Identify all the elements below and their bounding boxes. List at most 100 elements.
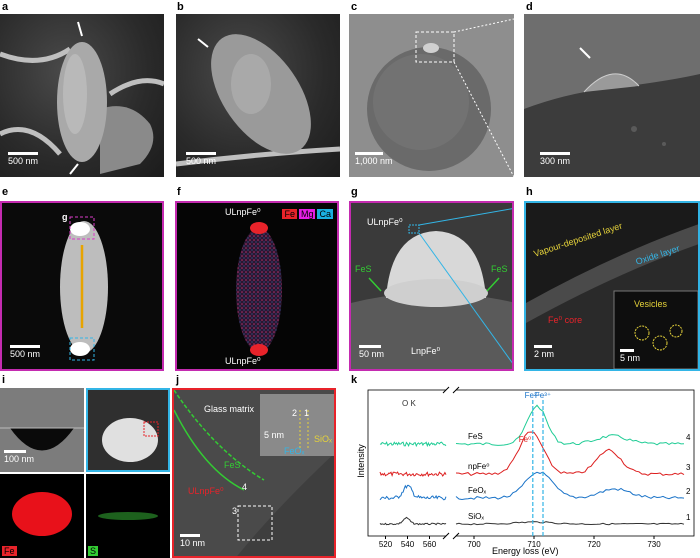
g-fes-left: FeS: [355, 264, 372, 274]
panel-i-image: Fe S 100 nm: [0, 388, 170, 558]
i-fe-tag: Fe: [2, 546, 17, 556]
series-number-label: 4: [686, 433, 691, 442]
series-name-label: FeS: [468, 432, 483, 441]
series-line-left: [379, 484, 447, 501]
h-core-label: Fe⁰ core: [548, 315, 583, 325]
element-legend: Fe Mg Ca: [282, 209, 333, 219]
panel-c-figure: [367, 18, 514, 177]
eels-chart: 520 540 560 700 710 720 730 FeS 4 npFe⁰ 3 FeOₓ 2 SiOₓ…: [342, 386, 700, 558]
panel-label-b: b: [177, 1, 184, 13]
series-line-left: [379, 471, 447, 478]
panel-h-figure: [526, 203, 698, 369]
legend-mg: Mg: [298, 209, 316, 219]
energy-marker-label: Fe⁰: [519, 435, 532, 444]
x-tick-label: 720: [587, 540, 601, 549]
i-tile-s: S: [86, 474, 170, 558]
panel-j-figure: [174, 390, 334, 556]
h-vesicles-label: Vesicles: [634, 299, 668, 309]
series-line-left: [379, 516, 447, 526]
panel-label-k: k: [351, 374, 358, 386]
series-name-label: npFe⁰: [468, 462, 489, 471]
i-tile-df: [86, 388, 170, 472]
series-line-right: [455, 521, 685, 526]
j-point-1: 1: [304, 408, 310, 418]
series-name-label: FeOₓ: [468, 486, 487, 495]
panel-g-figure: [351, 208, 512, 369]
g-ulnp-label: ULnpFe⁰: [367, 217, 403, 227]
j-feo-label: FeOₓ: [284, 446, 305, 456]
legend-fe: Fe: [282, 209, 297, 219]
i-s-tag: S: [88, 546, 99, 556]
legend-ca: Ca: [317, 209, 333, 219]
panel-g-image: ULnpFe⁰ FeS FeS LnpFe⁰ 50 nm: [349, 201, 514, 371]
series-line-right: [455, 404, 685, 446]
panel-label-i: i: [2, 374, 6, 386]
panel-j-image: Glass matrix FeS ULnpFe⁰ 4 3 2 1 SiOₓ Fe…: [172, 388, 336, 558]
panel-e-image: g 500 nm: [0, 201, 164, 371]
g-fes-right: FeS: [491, 264, 508, 274]
i-tile-bf: [0, 388, 84, 472]
x-tick-label: 560: [423, 540, 437, 549]
scale-bar-a: 500 nm: [8, 152, 38, 166]
panel-d-figure: [524, 47, 700, 177]
panel-f-image: ULnpFe⁰ ULnpFe⁰ Fe Mg Ca: [175, 201, 339, 371]
x-tick-label: 520: [379, 540, 393, 549]
panel-a-image: 500 nm: [0, 14, 164, 177]
energy-marker-label: Fe²⁺: [525, 391, 541, 400]
j-point-4: 4: [242, 482, 248, 492]
scale-bar-i: 100 nm: [4, 450, 34, 464]
axis-break-gap: [446, 388, 456, 538]
x-tick-label: 730: [647, 540, 661, 549]
panel-b-image: 500 nm: [176, 14, 340, 177]
panel-label-d: d: [526, 1, 533, 13]
x-tick-label: 540: [401, 540, 415, 549]
chart-frame: [367, 389, 695, 537]
x-tick-label: 710: [527, 540, 541, 549]
j-point-2: 2: [292, 408, 298, 418]
energy-marker-label: Fe³⁺: [535, 391, 551, 400]
chart-xlabel: Energy loss (eV): [492, 546, 559, 556]
eels-chart-svg: 520 540 560 700 710 720 730 FeS 4 npFe⁰ 3 FeOₓ 2 SiOₓ…: [367, 386, 695, 549]
series-number-label: 3: [686, 463, 691, 472]
series-line-right: [455, 471, 685, 501]
panel-b-figure: [176, 34, 340, 167]
panel-label-h: h: [526, 186, 533, 198]
edge-label: O K: [402, 399, 416, 408]
panel-d-image: 300 nm: [524, 14, 700, 177]
scale-bar-b: 500 nm: [186, 152, 216, 166]
panel-label-f: f: [177, 186, 181, 198]
panel-label-j: j: [176, 374, 180, 386]
scale-bar-e: 500 nm: [10, 345, 40, 359]
panel-h-image: Vapour-deposited layer Oxide layer Fe⁰ c…: [524, 201, 700, 371]
axis-break-marks-top: [442, 386, 460, 394]
axis-break-marks: [442, 532, 460, 540]
f-top-label: ULnpFe⁰: [225, 207, 261, 217]
panel-label-e: e: [2, 186, 9, 198]
j-point-3: 3: [232, 506, 238, 516]
panel-e-figure: [60, 216, 108, 361]
scale-bar-d: 300 nm: [540, 152, 570, 166]
series-number-label: 1: [686, 513, 691, 522]
scale-bar-j: 10 nm: [180, 534, 205, 548]
scale-bar-g: 50 nm: [359, 345, 384, 359]
panel-f-figure: [236, 222, 282, 356]
h-inset-scale: 5 nm: [620, 349, 640, 363]
series-name-label: SiOₓ: [468, 512, 484, 521]
i-tile-fe: Fe: [0, 474, 84, 558]
j-fes-label: FeS: [224, 460, 241, 470]
chart-ylabel: Intensity: [355, 444, 366, 478]
x-tick-label: 700: [467, 540, 481, 549]
panel-label-a: a: [2, 1, 9, 13]
j-glass-label: Glass matrix: [204, 404, 255, 414]
scale-bar-h: 2 nm: [534, 345, 554, 359]
f-bottom-label: ULnpFe⁰: [225, 356, 261, 366]
j-sio-label: SiOₓ: [314, 434, 332, 444]
series-line-left: [379, 441, 447, 448]
j-ulnp-label: ULnpFe⁰: [188, 486, 224, 496]
panel-label-c: c: [351, 1, 358, 13]
g-lnp-label: LnpFe⁰: [411, 346, 441, 356]
panel-label-g: g: [351, 186, 358, 198]
series-line-right: [455, 431, 685, 476]
panel-a-figure: [0, 21, 164, 175]
scale-bar-c: 1,000 nm: [355, 152, 393, 166]
